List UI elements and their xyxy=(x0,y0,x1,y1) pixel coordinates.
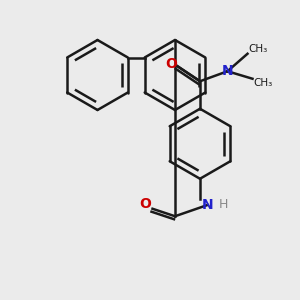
Text: CH₃: CH₃ xyxy=(254,77,273,88)
Text: CH₃: CH₃ xyxy=(249,44,268,54)
Text: N: N xyxy=(222,64,233,78)
Text: O: O xyxy=(139,197,151,211)
Text: N: N xyxy=(202,198,213,212)
Text: O: O xyxy=(165,57,177,71)
Text: H: H xyxy=(219,199,228,212)
